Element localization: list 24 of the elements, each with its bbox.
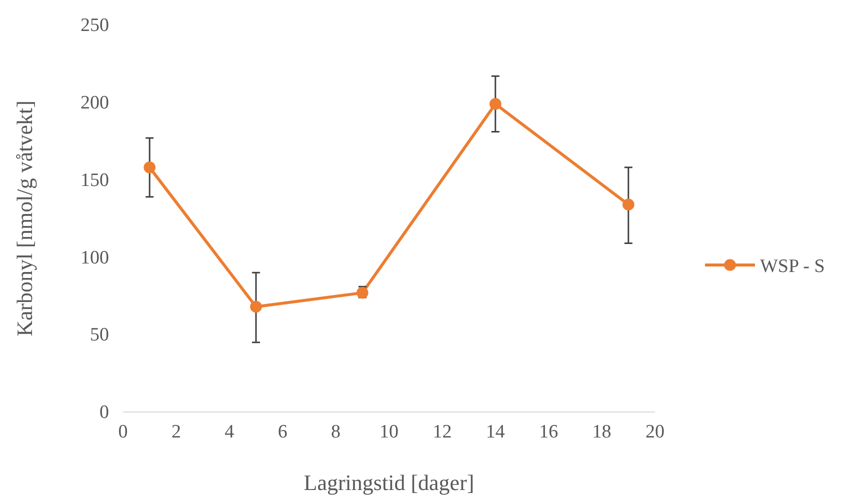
- y-tick-label: 250: [80, 15, 109, 36]
- y-tick-label: 0: [100, 402, 109, 424]
- x-tick-label: 12: [432, 421, 452, 442]
- x-axis-title: Lagringstid [dager]: [304, 470, 474, 495]
- y-tick-label: 200: [80, 92, 109, 114]
- x-tick-label: 14: [486, 421, 506, 442]
- x-tick-label: 8: [331, 421, 341, 442]
- y-tick-label: 100: [80, 247, 109, 268]
- x-tick-label: 2: [171, 421, 181, 442]
- x-tick-label: 18: [592, 421, 612, 442]
- x-tick-label: 16: [539, 421, 558, 442]
- x-tick-label: 20: [646, 421, 664, 442]
- point: [144, 162, 156, 174]
- legend-label: WSP - S: [760, 256, 825, 277]
- x-tick-label: 4: [224, 421, 235, 442]
- x-tick-label: 10: [380, 421, 398, 442]
- y-tick-label: 50: [90, 324, 109, 346]
- x-tick-label: 6: [278, 421, 288, 442]
- point: [250, 300, 262, 313]
- y-tick-label: 150: [80, 170, 109, 191]
- y-axis-title: Karbonyl [nmol/g våtvekt]: [12, 100, 37, 336]
- x-tick-label: 0: [118, 421, 128, 442]
- point: [622, 198, 634, 210]
- point: [489, 98, 502, 110]
